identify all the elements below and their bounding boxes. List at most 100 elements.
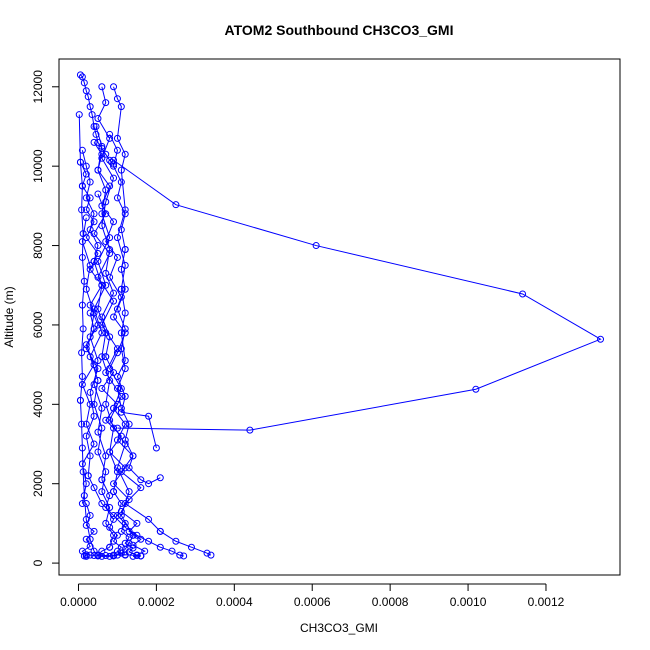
series-layer bbox=[75, 71, 605, 560]
x-tick-label: 0.0000 bbox=[60, 595, 97, 609]
data-point bbox=[121, 246, 129, 254]
data-point bbox=[98, 488, 106, 496]
data-point bbox=[94, 115, 102, 123]
data-point bbox=[82, 515, 90, 523]
data-point bbox=[106, 543, 114, 551]
data-point bbox=[90, 440, 98, 448]
data-point bbox=[86, 551, 94, 559]
data-point bbox=[86, 353, 94, 361]
data-point bbox=[94, 249, 102, 257]
series-line bbox=[93, 193, 134, 536]
data-point bbox=[113, 234, 121, 242]
data-point bbox=[90, 218, 98, 226]
data-point bbox=[98, 476, 106, 484]
data-point bbox=[76, 71, 84, 79]
data-point bbox=[472, 385, 480, 393]
data-point bbox=[113, 253, 121, 261]
data-point bbox=[203, 549, 211, 557]
y-tick-label: 4000 bbox=[31, 391, 45, 418]
data-point bbox=[78, 420, 86, 428]
data-point bbox=[145, 480, 153, 488]
data-point bbox=[86, 194, 94, 202]
series-line bbox=[93, 261, 118, 492]
data-point bbox=[129, 544, 137, 552]
data-point bbox=[86, 542, 94, 550]
data-point bbox=[98, 210, 106, 218]
data-point bbox=[121, 150, 129, 158]
data-point bbox=[152, 444, 160, 452]
data-point bbox=[113, 511, 121, 519]
data-point bbox=[106, 448, 114, 456]
data-point bbox=[90, 210, 98, 218]
data-point bbox=[110, 515, 118, 523]
data-point bbox=[121, 519, 129, 527]
series-line bbox=[93, 142, 126, 409]
data-point bbox=[106, 552, 114, 560]
data-point bbox=[98, 552, 106, 560]
data-point bbox=[98, 83, 106, 91]
data-point bbox=[102, 186, 110, 194]
data-point bbox=[113, 345, 121, 353]
data-point bbox=[82, 420, 90, 428]
data-point bbox=[172, 537, 180, 545]
data-point bbox=[207, 551, 215, 559]
data-point bbox=[94, 357, 102, 365]
data-point bbox=[117, 166, 125, 174]
data-point bbox=[82, 194, 90, 202]
data-point bbox=[110, 488, 118, 496]
data-point bbox=[312, 242, 320, 250]
data-point bbox=[90, 484, 98, 492]
data-point bbox=[110, 551, 118, 559]
data-series bbox=[156, 527, 215, 559]
y-tick-label: 8000 bbox=[31, 232, 45, 259]
data-point bbox=[145, 412, 153, 420]
data-point bbox=[117, 404, 125, 412]
data-point bbox=[519, 290, 527, 298]
series-line bbox=[97, 86, 115, 357]
data-point bbox=[78, 547, 86, 555]
x-tick-label: 0.0010 bbox=[450, 595, 487, 609]
data-point bbox=[94, 242, 102, 250]
data-point bbox=[75, 111, 83, 119]
data-series bbox=[78, 146, 102, 265]
x-tick-label: 0.0006 bbox=[294, 595, 331, 609]
chart-title: ATOM2 Southbound CH3CO3_GMI bbox=[225, 22, 454, 38]
data-point bbox=[137, 552, 145, 560]
data-point bbox=[121, 464, 129, 472]
data-point bbox=[129, 452, 137, 460]
data-point bbox=[110, 174, 118, 182]
x-tick-label: 0.0002 bbox=[138, 595, 175, 609]
data-point bbox=[106, 377, 114, 385]
data-point bbox=[117, 178, 125, 186]
data-point bbox=[102, 519, 110, 527]
data-point bbox=[90, 305, 98, 313]
data-point bbox=[94, 166, 102, 174]
x-axis: 0.0000 0.0002 0.0004 0.0006 0.0008 0.0010 0.00… bbox=[60, 583, 565, 609]
series-line bbox=[160, 530, 212, 556]
data-series bbox=[117, 404, 164, 488]
data-point bbox=[106, 249, 114, 257]
series-line bbox=[81, 150, 99, 262]
data-series bbox=[94, 83, 118, 361]
data-point bbox=[78, 73, 86, 81]
data-point bbox=[102, 99, 110, 107]
data-point bbox=[92, 122, 100, 130]
series-line bbox=[116, 289, 157, 449]
data-point bbox=[86, 535, 94, 543]
data-point bbox=[125, 533, 133, 541]
data-point bbox=[180, 552, 188, 560]
data-series bbox=[110, 156, 605, 434]
data-point bbox=[102, 504, 110, 512]
data-point bbox=[125, 464, 133, 472]
data-point bbox=[106, 234, 114, 242]
data-point bbox=[102, 416, 110, 424]
data-point bbox=[110, 531, 118, 539]
data-point bbox=[113, 547, 121, 555]
data-point bbox=[117, 265, 125, 273]
data-point bbox=[102, 269, 110, 277]
data-series bbox=[82, 309, 102, 480]
data-point bbox=[125, 488, 133, 496]
data-point bbox=[113, 134, 121, 142]
series-line bbox=[85, 312, 99, 476]
data-point bbox=[113, 468, 121, 476]
